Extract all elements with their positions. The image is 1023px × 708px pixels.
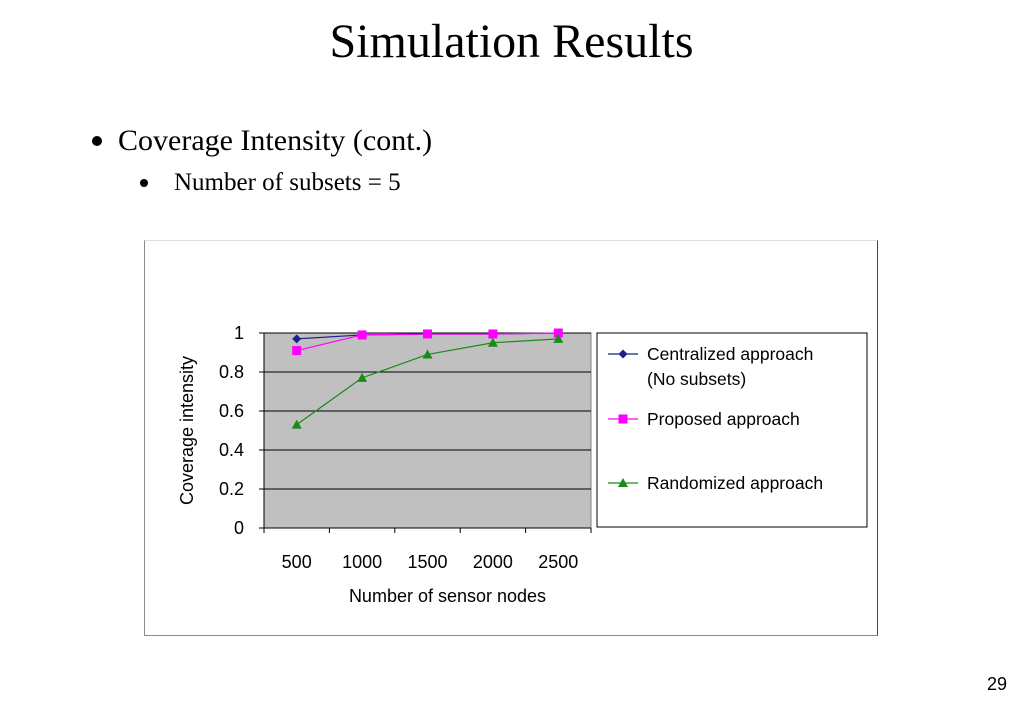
bullet-level-1-text: Coverage Intensity (cont.) xyxy=(118,124,433,157)
x-tick-label: 2500 xyxy=(538,552,578,572)
y-tick-label: 0.6 xyxy=(219,401,244,421)
data-point-series-2 xyxy=(488,329,498,339)
x-tick-label: 500 xyxy=(282,552,312,572)
bullet-dot-icon xyxy=(92,136,102,146)
bullet-dot-icon xyxy=(140,179,148,187)
x-tick-label: 1000 xyxy=(342,552,382,572)
bullet-level-2: Number of subsets = 5 xyxy=(140,168,401,198)
bullet-level-2-text: Number of subsets = 5 xyxy=(174,169,401,196)
data-point-series-3 xyxy=(422,349,433,359)
x-axis-label: Number of sensor nodes xyxy=(349,586,546,606)
data-point-series-2 xyxy=(292,346,302,356)
chart-frame: 0 0.2 0.4 0.6 0.8 1 500 1000 1500 2000 2500 Number … xyxy=(144,240,878,636)
data-point-series-1 xyxy=(292,334,302,344)
y-axis-label: Coverage intensity xyxy=(177,356,197,505)
legend-marker xyxy=(618,478,628,487)
data-point-series-3 xyxy=(553,333,564,343)
bullet-level-1: Coverage Intensity (cont.) xyxy=(92,122,432,160)
data-point-series-3 xyxy=(291,419,302,429)
data-point-series-2 xyxy=(423,329,432,339)
data-point-series-3 xyxy=(357,372,368,382)
y-tick-label: 0.8 xyxy=(219,362,244,382)
legend-label: (No subsets) xyxy=(647,369,746,389)
legend-box xyxy=(596,332,868,528)
y-tick-label: 0.4 xyxy=(219,440,244,460)
y-tick-label: 0 xyxy=(234,518,244,538)
slide-title: Simulation Results xyxy=(329,15,694,68)
data-point-series-2 xyxy=(357,330,367,340)
data-point-series-2 xyxy=(553,328,563,338)
legend-label: Centralized approach xyxy=(647,344,813,364)
legend-marker xyxy=(618,349,628,359)
x-tick-label: 2000 xyxy=(473,552,513,572)
x-tick-label: 1500 xyxy=(407,552,447,572)
data-point-series-3 xyxy=(487,337,498,347)
y-tick-label: 0.2 xyxy=(219,479,244,499)
y-tick-label: 1 xyxy=(234,323,244,343)
plot-area xyxy=(263,332,592,529)
legend-marker xyxy=(618,414,628,424)
legend-label: Proposed approach xyxy=(647,409,800,429)
page-number: 29 xyxy=(986,674,1007,694)
legend-label: Randomized approach xyxy=(647,473,823,493)
